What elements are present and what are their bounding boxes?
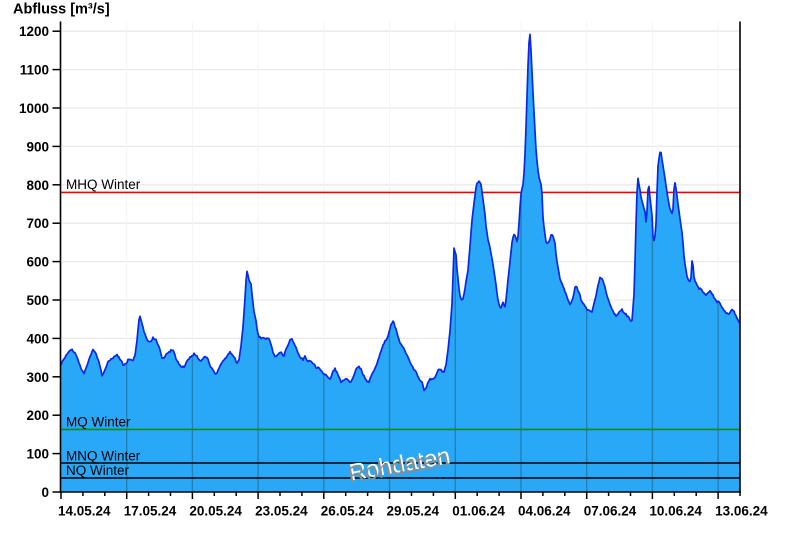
svg-text:1100: 1100 — [20, 63, 49, 78]
svg-text:10.06.24: 10.06.24 — [649, 504, 702, 519]
svg-text:26.05.24: 26.05.24 — [321, 504, 374, 519]
svg-text:200: 200 — [26, 408, 49, 423]
svg-text:MQ Winter: MQ Winter — [66, 415, 131, 430]
svg-text:0: 0 — [41, 485, 49, 500]
svg-text:900: 900 — [26, 139, 49, 154]
svg-text:100: 100 — [26, 447, 49, 462]
svg-text:MHQ Winter: MHQ Winter — [66, 177, 141, 192]
svg-text:29.05.24: 29.05.24 — [387, 504, 440, 519]
svg-text:17.05.24: 17.05.24 — [124, 504, 177, 519]
svg-text:04.06.24: 04.06.24 — [518, 504, 571, 519]
svg-text:20.05.24: 20.05.24 — [189, 504, 242, 519]
svg-text:14.05.24: 14.05.24 — [58, 504, 111, 519]
svg-text:01.06.24: 01.06.24 — [452, 504, 505, 519]
svg-text:23.05.24: 23.05.24 — [255, 504, 308, 519]
svg-text:1200: 1200 — [19, 24, 49, 39]
svg-text:700: 700 — [26, 216, 49, 231]
svg-text:MNQ Winter: MNQ Winter — [66, 449, 141, 464]
svg-text:1000: 1000 — [19, 101, 49, 116]
svg-text:600: 600 — [26, 255, 49, 270]
svg-text:300: 300 — [26, 370, 49, 385]
svg-text:NQ Winter: NQ Winter — [66, 463, 130, 478]
svg-text:400: 400 — [26, 331, 49, 346]
svg-text:800: 800 — [26, 178, 49, 193]
svg-text:13.06.24: 13.06.24 — [715, 504, 768, 519]
svg-text:07.06.24: 07.06.24 — [584, 504, 637, 519]
svg-text:500: 500 — [26, 293, 49, 308]
svg-text:Abfluss [m³/s]: Abfluss [m³/s] — [13, 2, 110, 18]
